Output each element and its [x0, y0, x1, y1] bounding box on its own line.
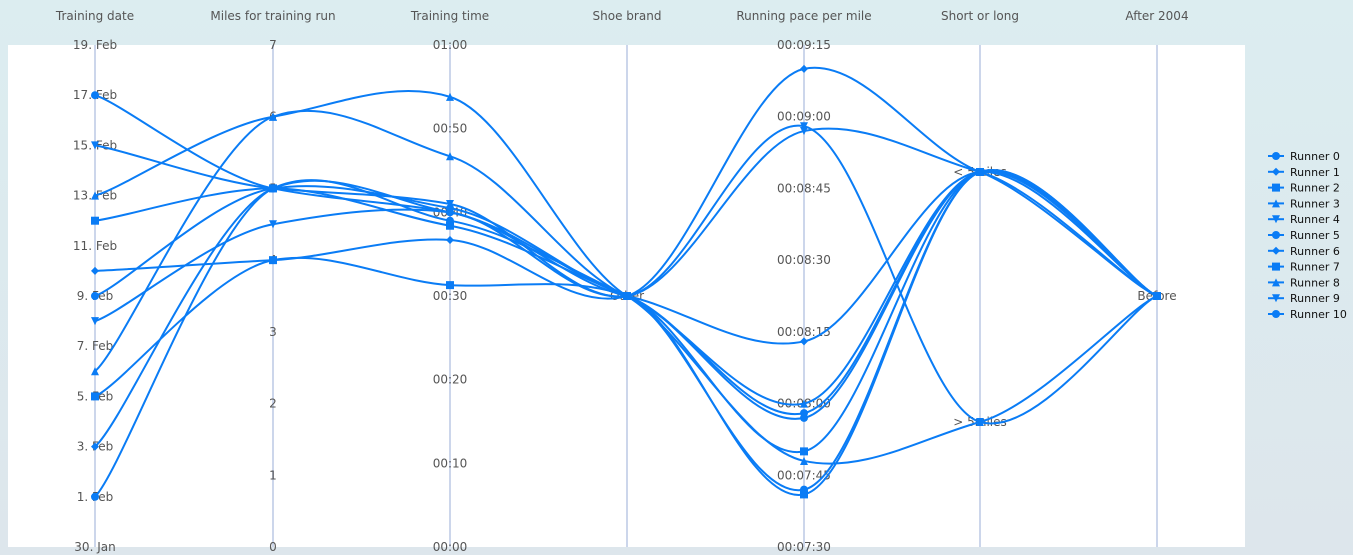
data-point-runner-5: [91, 292, 99, 300]
data-point-runner-10: [446, 216, 454, 225]
tick-label: 01:00: [433, 38, 468, 52]
data-point-runner-7: [800, 490, 808, 499]
tick-label: 00:20: [433, 373, 468, 387]
data-point-runner-8: [800, 399, 808, 408]
legend-item: Runner 9: [1290, 292, 1340, 305]
axis-title: Training time: [410, 9, 489, 23]
data-point-runner-10: [91, 492, 99, 501]
legend-item: Runner 2: [1290, 182, 1340, 195]
legend-item: Runner 3: [1290, 197, 1340, 210]
tick-label: 00:09:15: [777, 38, 831, 52]
data-point-runner-0: [91, 91, 99, 100]
data-point-runner-6: [800, 337, 808, 346]
data-point-runner-9: [91, 317, 99, 326]
axis-title: Running pace per mile: [736, 9, 871, 23]
legend-item: Runner 7: [1290, 261, 1340, 274]
tick-label: 00:07:30: [777, 540, 831, 554]
data-point-runner-4: [976, 418, 984, 426]
data-point-runner-1: [446, 235, 454, 244]
data-point-runner-10: [623, 292, 631, 300]
tick-label: 00:07:45: [777, 468, 831, 482]
data-point-runner-8: [269, 112, 277, 121]
legend-item: Runner 0: [1290, 150, 1340, 163]
data-point-runner-9: [800, 127, 808, 136]
legend-item: Runner 6: [1290, 245, 1340, 258]
legend-item: Runner 1: [1290, 166, 1340, 179]
axis-title: Miles for training run: [210, 9, 335, 23]
data-point-runner-7: [446, 281, 454, 290]
data-point-runner-7: [91, 392, 99, 401]
legend-item: Runner 4: [1290, 213, 1340, 226]
data-point-runner-10: [800, 485, 808, 494]
legend-marker: [1272, 152, 1280, 160]
legend-item: Runner 5: [1290, 229, 1340, 242]
legend-marker: [1272, 278, 1280, 287]
tick-label: 00:08:30: [777, 253, 831, 267]
legend-marker: [1272, 167, 1280, 176]
legend-item: Runner 8: [1290, 276, 1340, 289]
tick-label: 00:09:00: [777, 110, 831, 124]
axis-title: After 2004: [1125, 9, 1188, 23]
data-point-runner-3: [446, 92, 454, 101]
data-point-runner-3: [800, 456, 808, 465]
data-point-runner-2: [800, 447, 808, 456]
data-point-runner-3: [91, 191, 99, 200]
data-point-runner-9: [446, 208, 454, 217]
tick-label: 00:08:45: [777, 181, 831, 195]
data-point-runner-2: [446, 221, 454, 230]
data-point-runner-4: [800, 122, 808, 131]
tick-label: 2: [269, 397, 277, 411]
tick-label: 3: [269, 325, 277, 339]
tick-label: 00:50: [433, 122, 468, 136]
data-point-runner-8: [91, 367, 99, 376]
tick-label: 7. Feb: [77, 339, 114, 353]
tick-label: 00:30: [433, 289, 468, 303]
data-point-runner-1: [800, 64, 808, 73]
data-point-runner-6: [91, 442, 99, 451]
tick-label: 00:00: [433, 540, 468, 554]
legend-marker: [1272, 246, 1280, 255]
data-point-runner-5: [800, 409, 808, 418]
axis-title: Shoe brand: [593, 9, 662, 23]
data-point-runner-4: [91, 141, 99, 150]
tick-label: 7: [269, 38, 277, 52]
tick-label: 11. Feb: [73, 239, 117, 253]
data-point-runner-10: [269, 184, 277, 193]
data-point-runner-4: [446, 199, 454, 208]
data-point-runner-8: [446, 152, 454, 161]
legend-marker: [1272, 310, 1280, 318]
tick-label: 00:10: [433, 456, 468, 470]
legend-marker: [1272, 231, 1280, 239]
tick-label: 19. Feb: [73, 38, 117, 52]
data-point-runner-7: [269, 256, 277, 265]
data-point-runner-10: [1153, 292, 1161, 300]
tick-label: 1: [269, 468, 277, 482]
legend-marker: [1272, 215, 1280, 224]
data-point-runner-2: [91, 216, 99, 225]
legend-marker: [1272, 183, 1280, 192]
axis-title: Training date: [55, 9, 134, 23]
legend-marker: [1272, 199, 1280, 208]
tick-label: 0: [269, 540, 277, 554]
legend-marker: [1272, 262, 1280, 271]
axis-title: Short or long: [941, 9, 1019, 23]
legend-marker: [1272, 294, 1280, 303]
tick-label: 30. Jan: [74, 540, 115, 554]
data-point-runner-9: [269, 220, 277, 229]
data-point-runner-10: [976, 168, 984, 176]
legend-item: Runner 10: [1290, 308, 1347, 321]
data-point-runner-1: [91, 266, 99, 275]
